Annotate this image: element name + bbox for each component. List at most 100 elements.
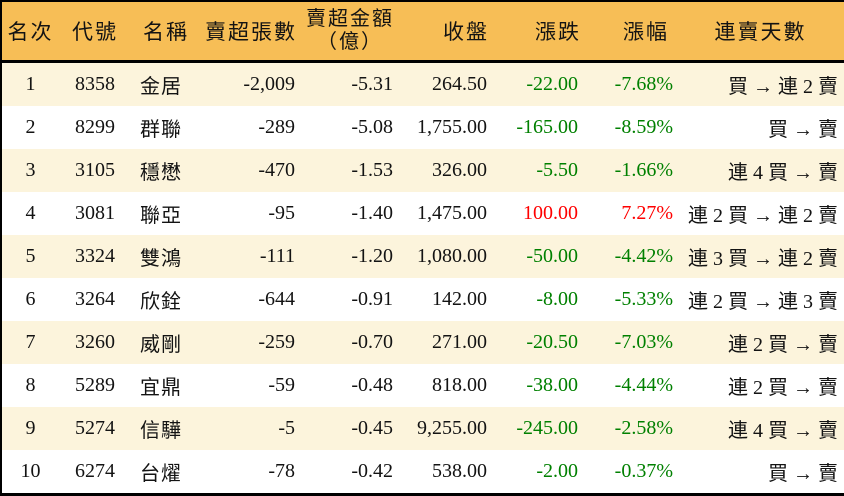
cell-change-pct: -7.03%: [614, 331, 673, 353]
table-row: 8 5289 宜鼎 -59 -0.48 818.00 -38.00 -4.44% 連 2 買 →…: [1, 364, 844, 407]
col-header-sell-volume: 賣超張數: [201, 1, 301, 63]
cell-code: 3081: [75, 202, 115, 224]
col-header-close: 收盤: [399, 1, 491, 63]
cell-close: 326.00: [432, 159, 487, 181]
cell-name: 穩懋: [140, 162, 182, 184]
cell-change-pct: 7.27%: [621, 202, 673, 224]
cell-streak: 連 3 買 → 連 2 賣: [688, 248, 838, 270]
cell-change-pct: -0.37%: [614, 460, 673, 482]
cell-change-pct: -4.42%: [614, 245, 673, 267]
cell-sell-amount: -1.53: [351, 159, 393, 181]
cell-name: 金居: [140, 76, 182, 98]
cell-streak: 買 → 賣: [768, 463, 838, 485]
cell-code: 3324: [75, 245, 115, 267]
cell-name: 信驊: [140, 420, 182, 442]
col-header-streak: 連賣天數: [677, 1, 844, 63]
cell-rank: 6: [25, 288, 36, 310]
cell-change: -245.00: [516, 417, 578, 439]
cell-change-pct: -5.33%: [614, 288, 673, 310]
sell-amount-label-line2: （億）: [317, 31, 383, 53]
cell-change: -20.50: [526, 331, 578, 353]
cell-sell-volume: -289: [258, 116, 295, 138]
cell-name: 威剛: [140, 334, 182, 356]
cell-sell-amount: -0.42: [351, 460, 393, 482]
cell-change-pct: -7.68%: [614, 73, 673, 95]
cell-change: -8.00: [536, 288, 578, 310]
cell-streak: 買 → 賣: [768, 119, 838, 141]
cell-close: 142.00: [432, 288, 487, 310]
cell-sell-volume: -259: [258, 331, 295, 353]
cell-sell-volume: -470: [258, 159, 295, 181]
cell-change: -22.00: [526, 73, 578, 95]
table-row: 10 6274 台燿 -78 -0.42 538.00 -2.00 -0.37% 買 → 賣: [1, 450, 844, 495]
table-row: 4 3081 聯亞 -95 -1.40 1,475.00 100.00 7.27% 連 2 買 …: [1, 192, 844, 235]
col-header-change-pct: 漲幅: [583, 1, 677, 63]
cell-streak: 連 4 買 → 賣: [728, 162, 838, 184]
cell-sell-amount: -5.31: [351, 73, 393, 95]
cell-name: 欣銓: [140, 291, 182, 313]
cell-code: 3260: [75, 331, 115, 353]
cell-sell-volume: -78: [268, 460, 295, 482]
table-body: 1 8358 金居 -2,009 -5.31 264.50 -22.00 -7.68% 買 → …: [1, 61, 844, 495]
col-header-change: 漲跌: [491, 1, 583, 63]
cell-close: 1,755.00: [417, 116, 487, 138]
cell-sell-volume: -644: [258, 288, 295, 310]
table-row: 5 3324 雙鴻 -111 -1.20 1,080.00 -50.00 -4.42% 連 3 …: [1, 235, 844, 278]
cell-name: 台燿: [140, 463, 182, 485]
cell-name: 雙鴻: [140, 248, 182, 270]
cell-code: 8358: [75, 73, 115, 95]
header-row: 名次 代號 名稱 賣超張數 賣超金額 （億） 收盤 漲跌 漲幅 連賣天數: [1, 1, 844, 63]
cell-change-pct: -4.44%: [614, 374, 673, 396]
cell-change: -2.00: [536, 460, 578, 482]
cell-code: 6274: [75, 460, 115, 482]
cell-code: 8299: [75, 116, 115, 138]
cell-streak: 連 4 買 → 賣: [728, 420, 838, 442]
cell-change: 100.00: [523, 202, 578, 224]
cell-sell-amount: -0.48: [351, 374, 393, 396]
cell-streak: 連 2 買 → 賣: [728, 377, 838, 399]
cell-sell-amount: -0.70: [351, 331, 393, 353]
col-header-name: 名稱: [131, 1, 201, 63]
cell-code: 3264: [75, 288, 115, 310]
cell-close: 264.50: [432, 73, 487, 95]
cell-rank: 1: [25, 73, 36, 95]
cell-sell-volume: -2,009: [243, 73, 295, 95]
table-row: 9 5274 信驊 -5 -0.45 9,255.00 -245.00 -2.58% 連 4 買…: [1, 407, 844, 450]
cell-sell-volume: -5: [278, 417, 295, 439]
cell-change: -165.00: [516, 116, 578, 138]
cell-close: 1,080.00: [417, 245, 487, 267]
col-header-sell-amount: 賣超金額 （億）: [301, 1, 399, 63]
cell-sell-amount: -1.20: [351, 245, 393, 267]
cell-close: 1,475.00: [417, 202, 487, 224]
cell-change: -5.50: [536, 159, 578, 181]
cell-sell-amount: -0.91: [351, 288, 393, 310]
cell-change-pct: -2.58%: [614, 417, 673, 439]
cell-close: 9,255.00: [417, 417, 487, 439]
cell-code: 3105: [75, 159, 115, 181]
cell-sell-volume: -59: [268, 374, 295, 396]
cell-close: 818.00: [432, 374, 487, 396]
cell-name: 宜鼎: [140, 377, 182, 399]
table-row: 7 3260 威剛 -259 -0.70 271.00 -20.50 -7.03% 連 2 買 …: [1, 321, 844, 364]
table-row: 6 3264 欣銓 -644 -0.91 142.00 -8.00 -5.33% 連 2 買 →…: [1, 278, 844, 321]
cell-close: 538.00: [432, 460, 487, 482]
cell-rank: 9: [25, 417, 36, 439]
cell-change: -38.00: [526, 374, 578, 396]
cell-streak: 連 2 買 → 連 2 賣: [688, 205, 838, 227]
cell-streak: 連 2 買 → 賣: [728, 334, 838, 356]
sell-amount-label-line1: 賣超金額: [306, 8, 394, 30]
cell-sell-amount: -0.45: [351, 417, 393, 439]
cell-rank: 8: [25, 374, 36, 396]
cell-rank: 5: [25, 245, 36, 267]
cell-streak: 連 2 買 → 連 3 賣: [688, 291, 838, 313]
cell-rank: 3: [25, 159, 36, 181]
cell-name: 群聯: [140, 119, 182, 141]
cell-change: -50.00: [526, 245, 578, 267]
col-header-code: 代號: [59, 1, 131, 63]
cell-rank: 4: [25, 202, 36, 224]
cell-close: 271.00: [432, 331, 487, 353]
cell-rank: 7: [25, 331, 36, 353]
table-row: 3 3105 穩懋 -470 -1.53 326.00 -5.50 -1.66% 連 4 買 →…: [1, 149, 844, 192]
cell-sell-amount: -5.08: [351, 116, 393, 138]
